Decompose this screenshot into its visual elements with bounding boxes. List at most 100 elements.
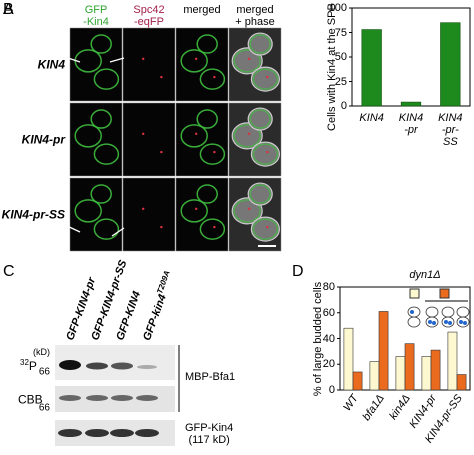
micrograph: [122, 27, 176, 102]
cell-outline: [247, 182, 273, 206]
spb-dot: [248, 57, 251, 61]
nucleus-icon: [432, 321, 436, 325]
spb-dot: [213, 75, 216, 79]
spb-dot: [142, 132, 145, 136]
cell-signal: [90, 109, 112, 129]
nucleus-icon: [459, 320, 463, 324]
spb-dot: [142, 57, 145, 61]
nucleus-icon: [448, 321, 452, 325]
band: [59, 395, 81, 401]
cell-signal: [90, 34, 112, 54]
spb-dot: [266, 150, 269, 154]
legend-swatch: [439, 288, 450, 299]
band: [110, 429, 134, 437]
nucleus-icon: [444, 320, 448, 324]
y-tick-label: 0: [340, 99, 347, 112]
bar: [369, 361, 380, 391]
column-header: Spc42 -eqFP: [133, 4, 165, 29]
nucleus-icon: [428, 320, 432, 324]
column-header: merged: [183, 4, 221, 16]
blot-label: MBP-Bfa1: [185, 370, 236, 383]
row-label: KIN4-pr-SS: [1, 206, 65, 221]
band: [86, 395, 108, 401]
panel-label: A: [3, 1, 14, 19]
cell-signal: [233, 124, 261, 148]
cell-signal: [233, 199, 261, 223]
y-tick-label: 75: [334, 26, 347, 39]
spb-dot: [160, 225, 163, 229]
cell-signal: [93, 218, 120, 240]
nucleus-icon: [410, 310, 414, 314]
y-tick-label: 20: [322, 358, 335, 371]
panel-label: C: [3, 263, 15, 281]
band: [111, 362, 133, 370]
spb-dot: [160, 75, 163, 79]
band: [58, 429, 82, 437]
bar: [361, 29, 382, 107]
spb-dot: [142, 207, 145, 211]
cell-outline: [250, 66, 280, 92]
column-header: GFP -Kin4: [83, 4, 109, 29]
cell-signal: [90, 184, 112, 204]
micrograph: [122, 102, 176, 177]
row-label: KIN4-pr: [21, 131, 65, 146]
spb-dot: [248, 132, 251, 136]
band: [86, 362, 108, 370]
marker: 66: [38, 402, 50, 414]
cell-outline: [250, 216, 280, 242]
bar: [352, 371, 363, 391]
y-tick-label: 40: [322, 332, 335, 345]
micrograph: [69, 102, 123, 177]
arrow: [67, 57, 81, 63]
cbb-label: CBB: [18, 392, 43, 407]
micrograph: [69, 177, 123, 252]
blot-label: GFP-Kin4 (117 kD): [185, 421, 234, 446]
band: [136, 395, 158, 401]
spb-dot: [213, 150, 216, 154]
micrograph: [122, 177, 176, 252]
arrow: [64, 224, 81, 233]
y-tick-label: 80: [322, 280, 335, 293]
spb-dot: [266, 75, 269, 79]
cell-signal: [74, 199, 102, 223]
cell-signal: [180, 124, 208, 148]
cell-icon: [441, 306, 455, 318]
micrograph: [175, 177, 229, 252]
band: [59, 360, 81, 370]
spb-dot: [160, 150, 163, 154]
y-axis-label: Cells with Kin4 at the SPB (%): [325, 0, 338, 131]
bar: [404, 343, 415, 391]
arrow: [111, 227, 125, 237]
cell-signal: [249, 34, 271, 54]
row-label: KIN4: [37, 56, 65, 71]
band: [135, 429, 159, 437]
bar: [440, 22, 461, 107]
bar: [400, 101, 422, 107]
cell-icon: [425, 306, 439, 318]
micrograph: [69, 27, 123, 102]
cell-signal: [233, 49, 261, 73]
cell-signal: [252, 143, 279, 165]
isotope-mass: 32: [20, 357, 29, 367]
panel-label: D: [292, 263, 304, 281]
cell-outline: [247, 107, 273, 131]
bar: [378, 311, 389, 391]
cell-signal: [252, 218, 279, 240]
spb-dot: [195, 207, 198, 211]
cell-icon: [456, 306, 470, 318]
micrograph: [175, 27, 229, 102]
marker: 66: [38, 366, 50, 378]
x-tick-label: KIN4 -pr: [398, 112, 424, 137]
isotope-label: 32P: [20, 357, 37, 373]
band: [137, 365, 157, 369]
cell-signal: [199, 143, 226, 165]
nucleus-icon: [463, 321, 467, 325]
cell-signal: [93, 68, 120, 90]
cell-signal: [199, 218, 226, 240]
cell-signal: [249, 109, 271, 129]
bar: [456, 374, 467, 391]
cell-signal: [196, 184, 218, 204]
spb-dot: [195, 57, 198, 61]
